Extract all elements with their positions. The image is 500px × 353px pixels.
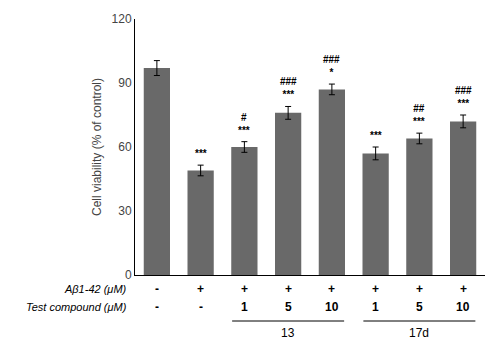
svg-text:+: +: [328, 282, 335, 296]
svg-text:5: 5: [285, 300, 292, 314]
svg-text:1: 1: [241, 300, 248, 314]
svg-text:1: 1: [372, 300, 379, 314]
svg-text:0: 0: [125, 268, 132, 282]
svg-text:-: -: [199, 300, 203, 314]
svg-text:###*: ###*: [323, 54, 340, 78]
svg-text:+: +: [416, 282, 423, 296]
svg-text:-: -: [155, 300, 159, 314]
svg-text:10: 10: [325, 300, 339, 314]
svg-text:+: +: [372, 282, 379, 296]
svg-text:90: 90: [118, 76, 132, 90]
svg-text:Aβ1-42 (μM): Aβ1-42 (μM): [64, 283, 127, 295]
svg-text:Cell viability (% of control): Cell viability (% of control): [90, 78, 104, 216]
svg-text:###***: ###***: [280, 76, 297, 100]
svg-text:***: ***: [195, 148, 207, 159]
svg-text:120: 120: [112, 12, 132, 26]
svg-text:30: 30: [118, 204, 132, 218]
svg-text:##***: ##***: [413, 103, 425, 127]
svg-text:+: +: [197, 282, 204, 296]
svg-text:***: ***: [370, 130, 382, 141]
svg-text:17d: 17d: [409, 326, 429, 340]
svg-text:-: -: [155, 282, 159, 296]
svg-text:+: +: [241, 282, 248, 296]
svg-text:###***: ###***: [455, 85, 472, 109]
svg-text:+: +: [460, 282, 467, 296]
svg-text:10: 10: [456, 300, 470, 314]
svg-text:+: +: [285, 282, 292, 296]
svg-text:5: 5: [416, 300, 423, 314]
svg-text:#***: #***: [238, 112, 250, 136]
svg-text:13: 13: [281, 326, 295, 340]
svg-text:Test compound (μM): Test compound (μM): [26, 301, 127, 313]
svg-text:60: 60: [118, 140, 132, 154]
